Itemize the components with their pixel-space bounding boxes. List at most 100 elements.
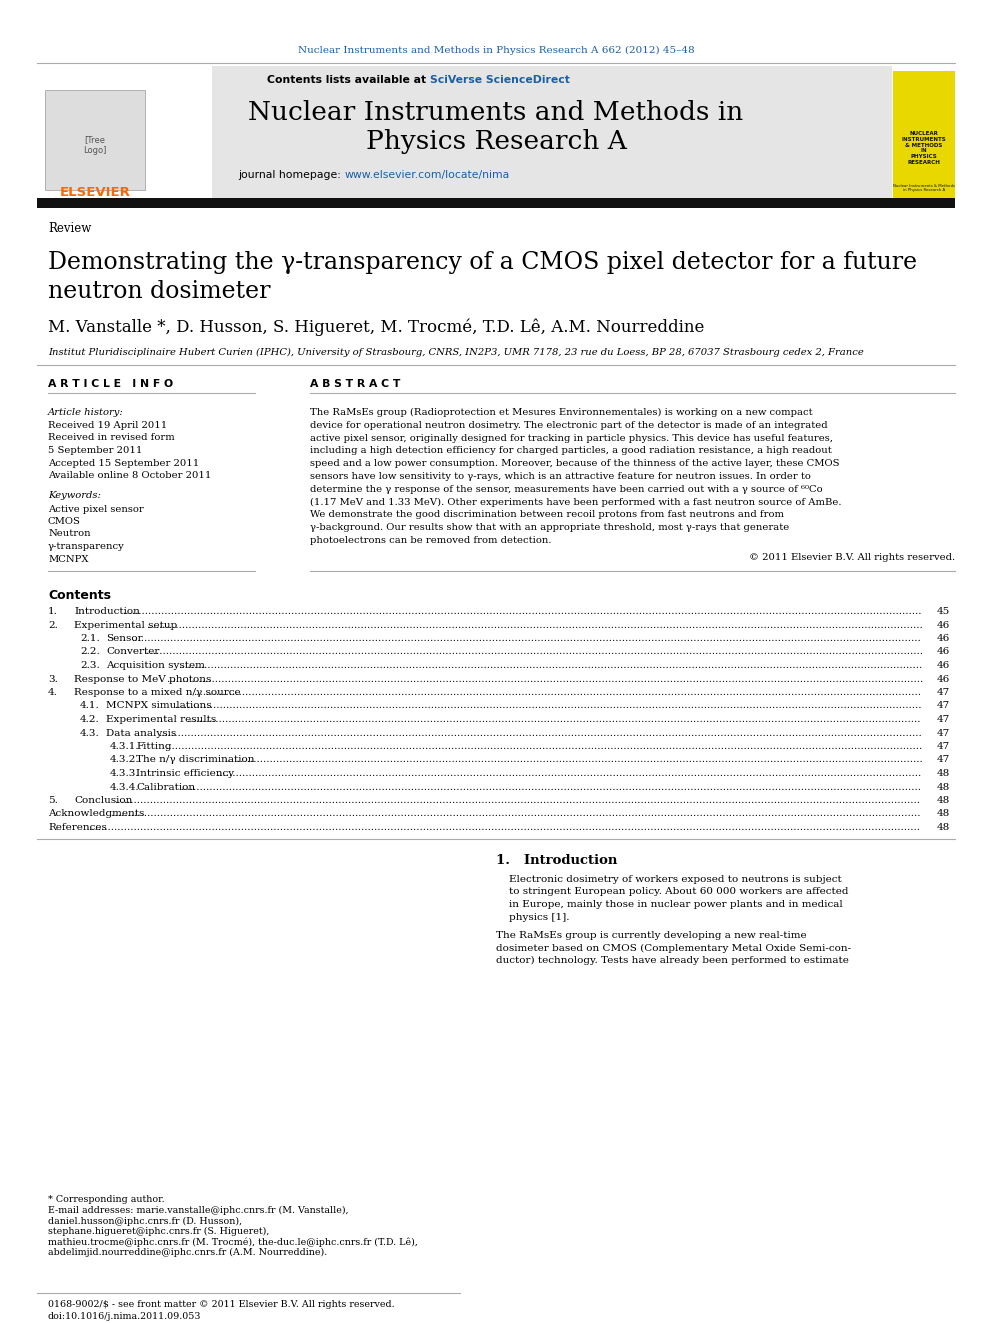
Text: Keywords:: Keywords: (48, 492, 101, 500)
Text: γ-transparency: γ-transparency (48, 542, 125, 550)
Text: Contents: Contents (48, 589, 111, 602)
Bar (893, 71, 955, 198)
Text: www.elsevier.com/locate/nima: www.elsevier.com/locate/nima (345, 169, 510, 180)
Text: 47: 47 (936, 742, 950, 751)
Text: Institut Pluridisciplinaire Hubert Curien (IPHC), University of Strasbourg, CNRS: Institut Pluridisciplinaire Hubert Curie… (48, 348, 864, 357)
Text: Acquisition system: Acquisition system (106, 662, 205, 669)
Text: 2.1.: 2.1. (80, 634, 100, 643)
Text: Data analysis: Data analysis (106, 729, 177, 737)
Text: Received 19 April 2011: Received 19 April 2011 (48, 421, 168, 430)
Text: 48: 48 (936, 796, 950, 804)
Text: Sensor: Sensor (106, 634, 143, 643)
Text: daniel.husson@iphc.cnrs.fr (D. Husson),: daniel.husson@iphc.cnrs.fr (D. Husson), (48, 1217, 242, 1225)
Text: Demonstrating the γ-transparency of a CMOS pixel detector for a future: Demonstrating the γ-transparency of a CM… (48, 250, 918, 274)
Text: device for operational neutron dosimetry. The electronic part of the detector is: device for operational neutron dosimetry… (310, 421, 827, 430)
Text: 4.3.3.: 4.3.3. (110, 769, 140, 778)
Text: ................................................................................: ........................................… (224, 755, 923, 765)
Bar (37, 198, 955, 208)
Text: NUCLEAR
INSTRUMENTS
& METHODS
IN
PHYSICS
RESEARCH: NUCLEAR INSTRUMENTS & METHODS IN PHYSICS… (902, 131, 946, 165)
Text: sensors have low sensitivity to γ-rays, which is an attractive feature for neutr: sensors have low sensitivity to γ-rays, … (310, 472, 810, 482)
Text: 47: 47 (936, 729, 950, 737)
Text: [Tree
Logo]: [Tree Logo] (83, 135, 107, 155)
Text: 4.2.: 4.2. (80, 714, 100, 724)
Text: 2.2.: 2.2. (80, 647, 100, 656)
Text: ................................................................................: ........................................… (181, 782, 922, 791)
Text: ................................................................................: ........................................… (179, 662, 923, 669)
Text: Calibration: Calibration (136, 782, 195, 791)
Text: Acknowledgments: Acknowledgments (48, 810, 145, 819)
Text: 4.3.4.: 4.3.4. (110, 782, 140, 791)
Text: ductor) technology. Tests have already been performed to estimate: ductor) technology. Tests have already b… (496, 957, 849, 966)
Text: The n/γ discrimination: The n/γ discrimination (136, 755, 255, 765)
Text: physics [1].: physics [1]. (509, 913, 569, 922)
Text: doi:10.1016/j.nima.2011.09.053: doi:10.1016/j.nima.2011.09.053 (48, 1312, 201, 1320)
Text: ................................................................................: ........................................… (165, 742, 922, 751)
Text: 46: 46 (936, 675, 950, 684)
Text: 47: 47 (936, 714, 950, 724)
Text: 46: 46 (936, 634, 950, 643)
Text: ................................................................................: ........................................… (108, 810, 921, 819)
Text: Response to a mixed n/γ source: Response to a mixed n/γ source (74, 688, 241, 697)
Text: ................................................................................: ........................................… (193, 688, 922, 697)
Text: 4.: 4. (48, 688, 58, 697)
Text: References: References (48, 823, 107, 832)
Text: ................................................................................: ........................................… (122, 607, 922, 617)
Text: Nuclear Instruments & Methods
in Physics Research A: Nuclear Instruments & Methods in Physics… (893, 184, 955, 192)
Text: Article history:: Article history: (48, 407, 124, 417)
Text: to stringent European policy. About 60 000 workers are affected: to stringent European policy. About 60 0… (509, 888, 848, 896)
Text: Review: Review (48, 221, 91, 234)
Text: 2.: 2. (48, 620, 58, 630)
Text: including a high detection efficiency for charged particles, a good radiation re: including a high detection efficiency fo… (310, 446, 831, 455)
Text: 48: 48 (936, 823, 950, 832)
Text: Fitting: Fitting (136, 742, 172, 751)
Text: Converter: Converter (106, 647, 160, 656)
Text: Received in revised form: Received in revised form (48, 434, 175, 442)
Text: CMOS: CMOS (48, 517, 81, 527)
Text: 5 September 2011: 5 September 2011 (48, 446, 143, 455)
Text: The RaMsEs group (Radioprotection et Mesures Environnementales) is working on a : The RaMsEs group (Radioprotection et Mes… (310, 407, 812, 417)
Text: Response to MeV photons: Response to MeV photons (74, 675, 211, 684)
Text: 4.1.: 4.1. (80, 701, 100, 710)
Text: (1.17 MeV and 1.33 MeV). Other experiments have been performed with a fast neutr: (1.17 MeV and 1.33 MeV). Other experimen… (310, 497, 841, 507)
Text: Contents lists available at: Contents lists available at (267, 75, 430, 85)
Text: 46: 46 (936, 662, 950, 669)
Text: © 2011 Elsevier B.V. All rights reserved.: © 2011 Elsevier B.V. All rights reserved… (749, 553, 955, 562)
Text: E-mail addresses: marie.vanstalle@iphc.cnrs.fr (M. Vanstalle),: E-mail addresses: marie.vanstalle@iphc.c… (48, 1207, 348, 1215)
Text: Nuclear Instruments and Methods in: Nuclear Instruments and Methods in (248, 99, 744, 124)
Text: neutron dosimeter: neutron dosimeter (48, 280, 271, 303)
Text: 47: 47 (936, 755, 950, 765)
Text: ................................................................................: ........................................… (143, 647, 923, 656)
Text: A R T I C L E   I N F O: A R T I C L E I N F O (48, 378, 174, 389)
Text: 0168-9002/$ - see front matter © 2011 Elsevier B.V. All rights reserved.: 0168-9002/$ - see front matter © 2011 El… (48, 1301, 395, 1308)
Text: 3.: 3. (48, 675, 58, 684)
Text: Intrinsic efficiency: Intrinsic efficiency (136, 769, 234, 778)
Text: γ-background. Our results show that with an appropriate threshold, most γ-rays t: γ-background. Our results show that with… (310, 523, 790, 532)
Text: MCNPX simulations: MCNPX simulations (106, 701, 211, 710)
Text: ................................................................................: ........................................… (166, 675, 924, 684)
Text: speed and a low power consumption. Moreover, because of the thinness of the acti: speed and a low power consumption. Moreo… (310, 459, 839, 468)
Text: ................................................................................: ........................................… (131, 634, 921, 643)
Text: 48: 48 (936, 782, 950, 791)
Text: 4.3.2.: 4.3.2. (110, 755, 140, 765)
Text: Available online 8 October 2011: Available online 8 October 2011 (48, 471, 211, 480)
Bar (45, 90, 145, 191)
Text: ................................................................................: ........................................… (146, 620, 923, 630)
Text: * Corresponding author.: * Corresponding author. (48, 1195, 165, 1204)
Text: Active pixel sensor: Active pixel sensor (48, 504, 144, 513)
Text: Electronic dosimetry of workers exposed to neutrons is subject: Electronic dosimetry of workers exposed … (509, 875, 842, 884)
Text: determine the γ response of the sensor, measurements have been carried out with : determine the γ response of the sensor, … (310, 484, 822, 493)
Text: 1.   Introduction: 1. Introduction (496, 855, 617, 868)
Text: 2.3.: 2.3. (80, 662, 100, 669)
Text: 47: 47 (936, 701, 950, 710)
Text: 48: 48 (936, 810, 950, 819)
Text: 45: 45 (936, 607, 950, 617)
Text: We demonstrate the good discrimination between recoil protons from fast neutrons: We demonstrate the good discrimination b… (310, 511, 784, 520)
Text: 48: 48 (936, 769, 950, 778)
Text: dosimeter based on CMOS (Complementary Metal Oxide Semi-con-: dosimeter based on CMOS (Complementary M… (496, 943, 851, 953)
Text: stephane.higueret@iphc.cnrs.fr (S. Higueret),: stephane.higueret@iphc.cnrs.fr (S. Higue… (48, 1226, 270, 1236)
Text: MCNPX: MCNPX (48, 554, 88, 564)
Text: active pixel sensor, originally designed for tracking in particle physics. This : active pixel sensor, originally designed… (310, 434, 833, 443)
Text: Physics Research A: Physics Research A (366, 130, 626, 155)
Text: Conclusion: Conclusion (74, 796, 132, 804)
Text: Accepted 15 September 2011: Accepted 15 September 2011 (48, 459, 199, 467)
